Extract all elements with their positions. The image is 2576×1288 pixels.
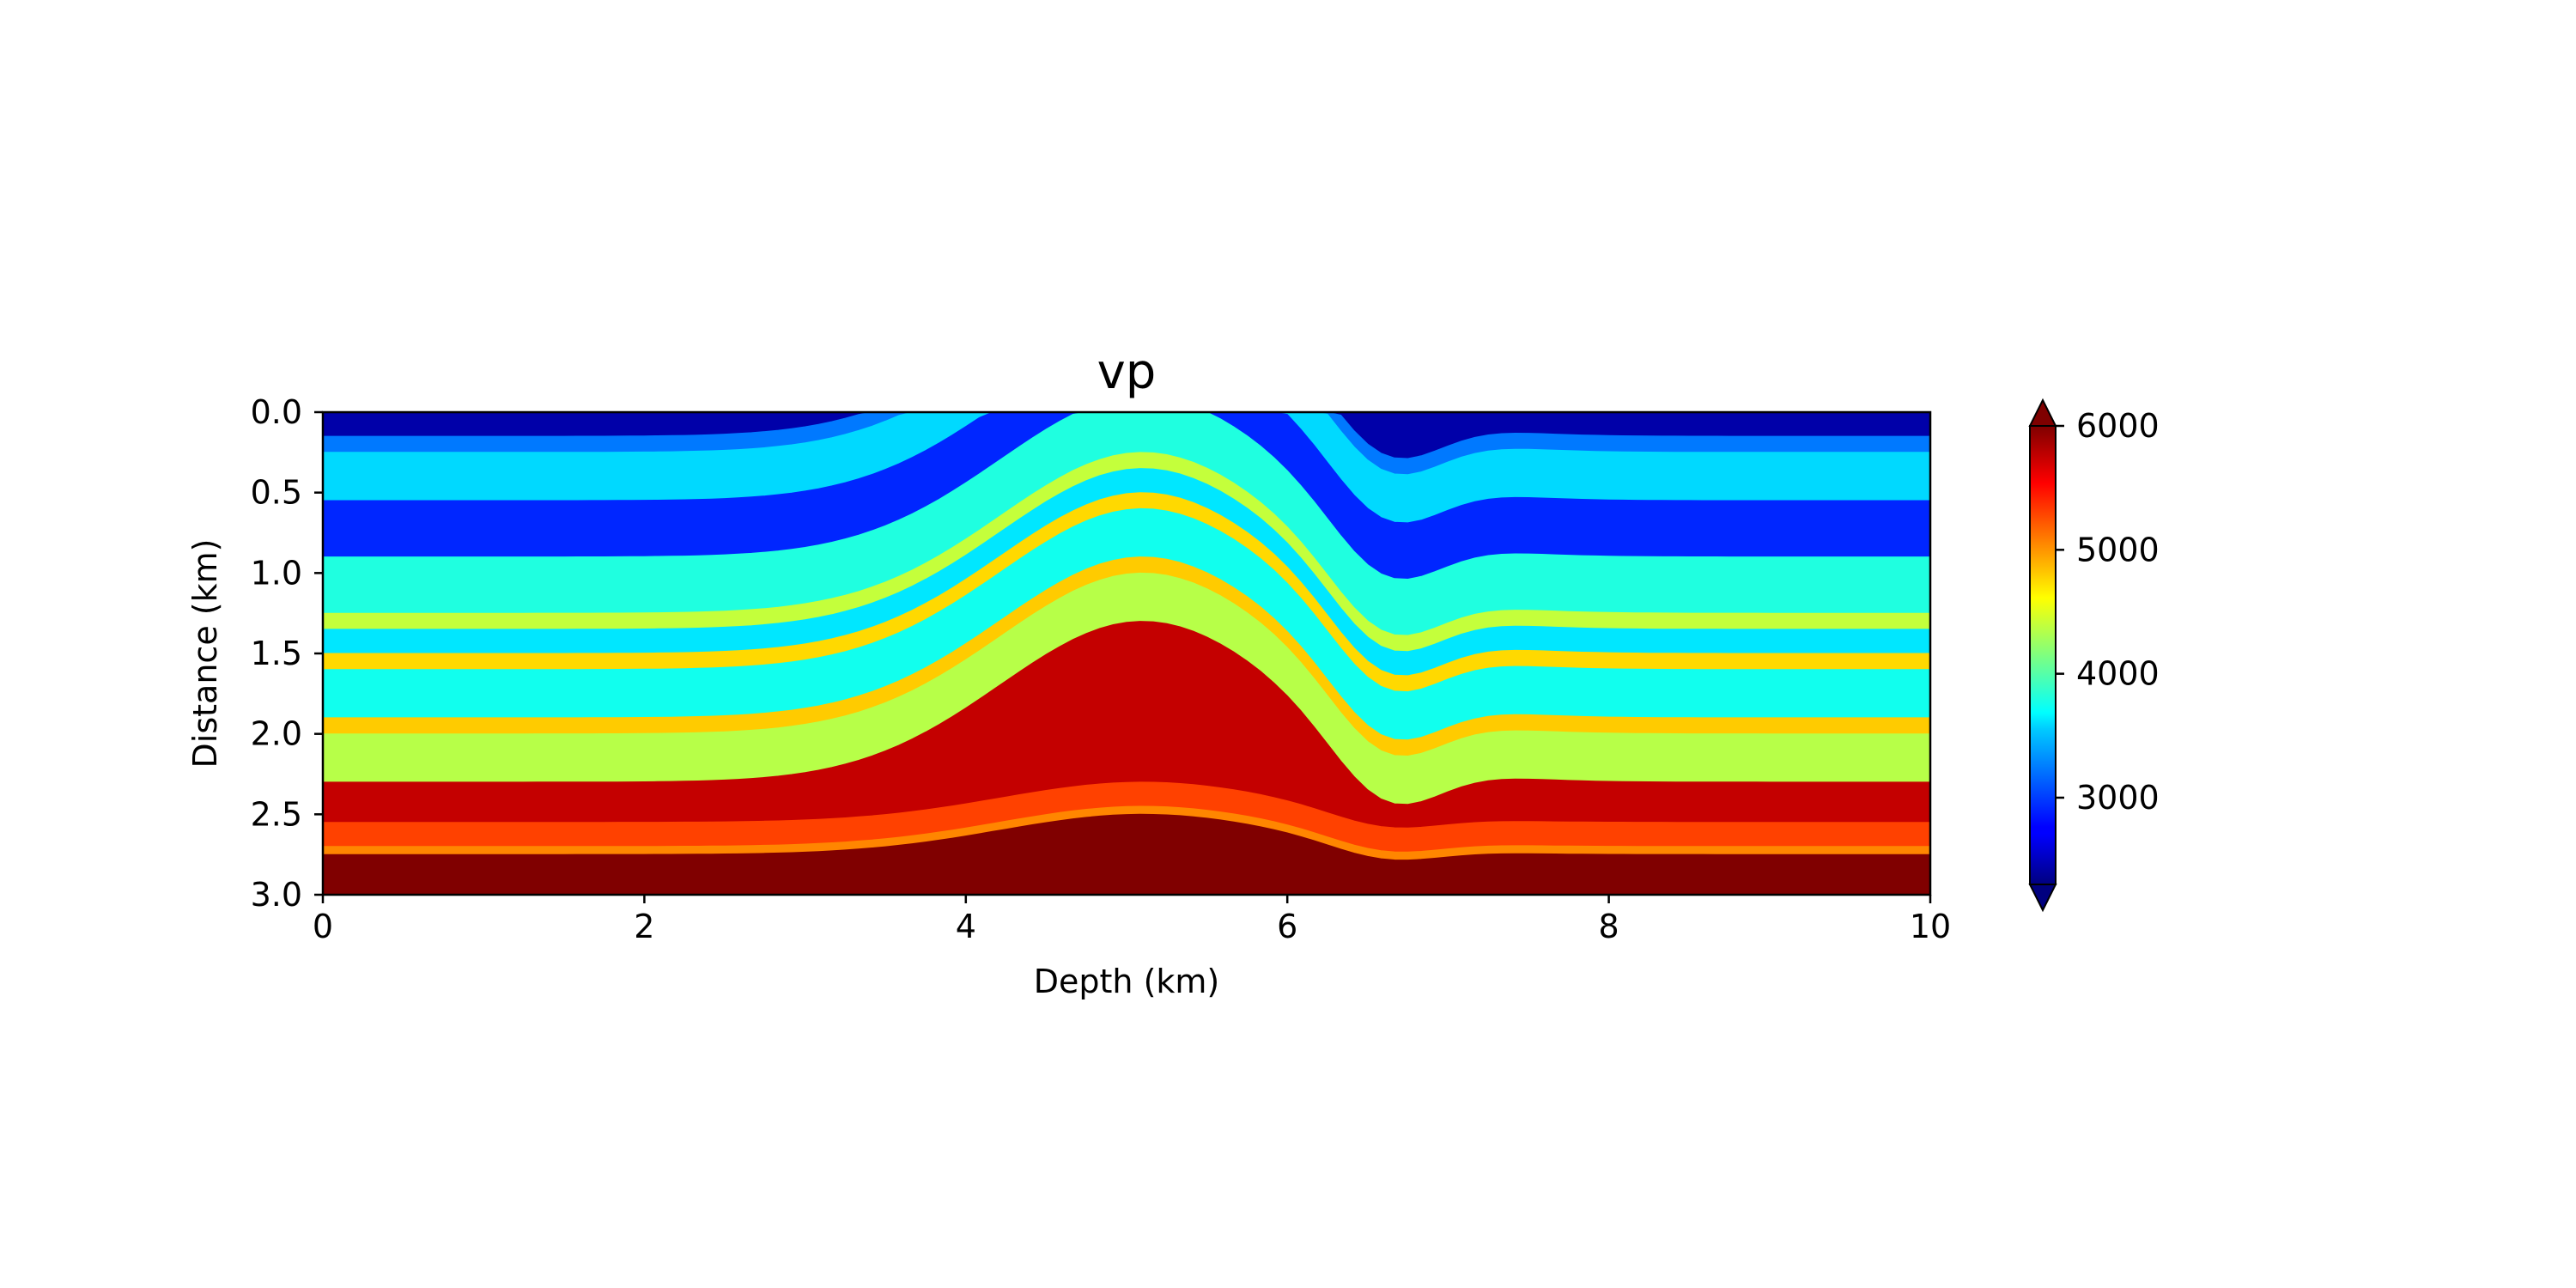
colorbar-tick-label: 6000	[2076, 407, 2160, 445]
x-axis-label: Depth (km)	[1034, 963, 1220, 1000]
velocity-layer	[323, 813, 1930, 895]
x-tick-label: 10	[1910, 908, 1951, 945]
y-tick-label: 0.0	[251, 393, 302, 431]
heatmap-image	[323, 412, 1930, 895]
x-tick-label: 4	[956, 908, 976, 945]
colorbar-tick-label: 4000	[2076, 655, 2160, 693]
colorbar-extend-bottom	[2028, 884, 2057, 913]
x-tick-label: 6	[1277, 908, 1297, 945]
y-axis: 0.0 0.5 1.0 1.5 2.0 2.5 3.0	[251, 393, 323, 914]
x-axis: 0 2 4 6 8 10	[313, 895, 1951, 945]
y-tick-label: 1.0	[251, 554, 302, 592]
colorbar-tick-label: 5000	[2076, 531, 2160, 568]
colorbar-gradient	[2030, 426, 2056, 884]
colorbar: 3000 4000 5000 6000	[2028, 398, 2160, 913]
colorbar-tick-label: 3000	[2076, 779, 2160, 817]
chart-title: vp	[1097, 344, 1157, 400]
y-tick-label: 0.5	[251, 474, 302, 512]
y-tick-label: 2.5	[251, 795, 302, 833]
x-tick-label: 0	[313, 908, 333, 945]
y-tick-label: 2.0	[251, 715, 302, 753]
y-tick-label: 3.0	[251, 876, 302, 914]
y-tick-label: 1.5	[251, 635, 302, 672]
x-tick-label: 8	[1599, 908, 1619, 945]
y-axis-label: Distance (km)	[186, 539, 224, 769]
colorbar-frame	[2029, 425, 2057, 885]
x-tick-label: 2	[634, 908, 654, 945]
colorbar-ticks: 3000 4000 5000 6000	[2056, 407, 2160, 817]
colorbar-extend-top	[2028, 398, 2057, 427]
